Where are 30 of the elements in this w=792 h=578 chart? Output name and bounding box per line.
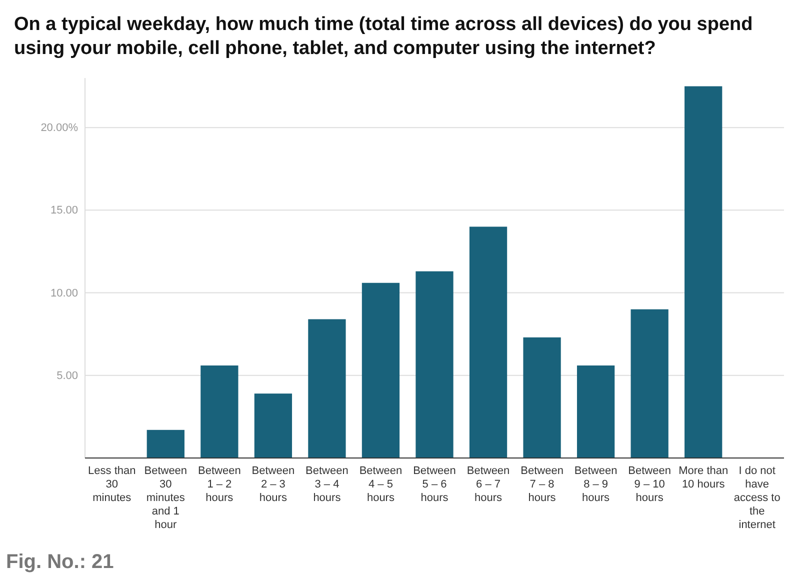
bar	[684, 86, 722, 458]
bar	[254, 394, 292, 458]
x-tick-label: More than 10 hours	[678, 465, 728, 490]
x-tick-label: Between 7 – 8 hours	[520, 465, 564, 504]
bar	[630, 309, 668, 458]
y-tick-label: 5.00	[56, 370, 78, 382]
x-tick-label: Between 3 – 4 hours	[306, 465, 348, 504]
bar	[576, 365, 615, 458]
bar	[200, 365, 238, 458]
x-tick-label: Between 9 – 10 hours	[628, 465, 671, 504]
x-tick-label: Between 1 – 2 hours	[198, 465, 241, 504]
x-tick-label: Between 4 – 5 hours	[359, 465, 402, 504]
x-tick-label: Between 6 – 7 hours	[466, 465, 510, 504]
x-tick-label: Between 30 minutes and 1 hour	[144, 465, 188, 531]
bar	[146, 430, 184, 458]
bar	[416, 271, 454, 458]
bar	[308, 319, 346, 458]
y-tick-label: 15.00	[50, 204, 78, 217]
text: Fig. No.: 21	[6, 551, 114, 573]
x-tick-label: Between 5 – 6 hours	[413, 465, 456, 504]
bar	[469, 226, 508, 458]
bar	[362, 282, 400, 458]
y-tick-label: 20.00%	[40, 122, 78, 134]
x-tick-label: Less than 30 minutes	[88, 465, 136, 504]
x-tick-label: Between 2 – 3 hours	[252, 465, 295, 504]
y-tick-label: 10.00	[50, 287, 78, 300]
x-tick-label: I do not have access to the internet	[734, 465, 780, 531]
x-tick-label: Between 8 – 9 hours	[574, 465, 618, 504]
bar	[523, 337, 561, 458]
chart-title: On a typical weekday, how much time (total time across all devices) do you spend using your mobile, cell phone, tablet, and computer using the internet?	[14, 14, 753, 59]
